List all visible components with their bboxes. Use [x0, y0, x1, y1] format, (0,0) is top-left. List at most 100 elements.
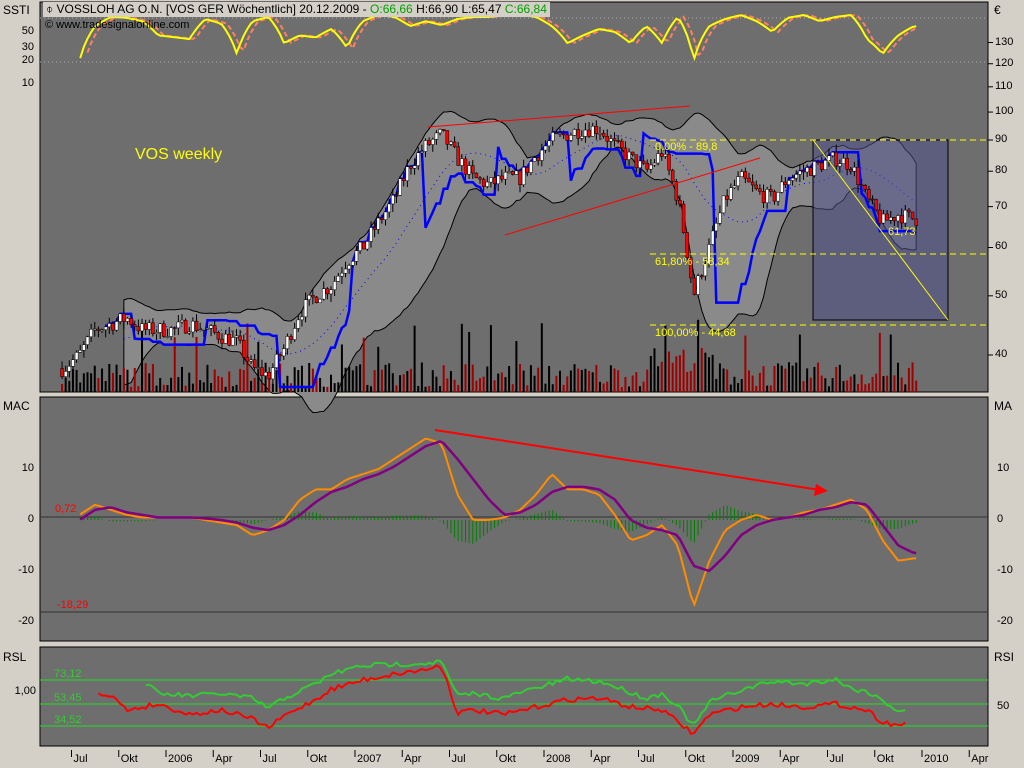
- volume-bar: [562, 384, 565, 392]
- volume-bar: [555, 375, 558, 392]
- volume-bar: [293, 367, 296, 392]
- volume-bar: [391, 373, 394, 392]
- candle-body: [445, 130, 450, 145]
- date-axis-tick: Jul: [829, 753, 844, 765]
- candle-body: [180, 319, 184, 323]
- volume-bar: [718, 363, 721, 392]
- volume-bar: [729, 384, 732, 392]
- candle-body: [587, 129, 591, 137]
- candle-body: [245, 357, 250, 362]
- volume-bar: [188, 372, 191, 392]
- date-axis-tick: 2007: [357, 753, 382, 765]
- volume-bar: [558, 370, 561, 392]
- volume-bar: [297, 370, 300, 392]
- volume-bar: [322, 386, 325, 392]
- candle-body: [325, 288, 330, 295]
- candle-body: [227, 333, 231, 346]
- candle-body: [158, 323, 162, 333]
- volume-bar: [846, 380, 849, 392]
- candle-body: [176, 321, 181, 329]
- volume-bar: [275, 370, 278, 392]
- candle-body: [401, 178, 406, 181]
- candle-body: [590, 125, 595, 137]
- volume-bar: [373, 370, 376, 392]
- candle-body: [391, 195, 395, 205]
- candle-body: [223, 333, 228, 344]
- macd-min-value: -18,29: [57, 599, 89, 611]
- date-axis-tick: Jul: [73, 753, 88, 765]
- volume-bar: [700, 348, 703, 392]
- volume-bar: [377, 346, 380, 392]
- volume-bar: [108, 363, 111, 392]
- volume-bar: [170, 377, 173, 392]
- volume-bar: [897, 362, 900, 392]
- volume-bar: [424, 386, 427, 392]
- candle-body: [321, 288, 326, 300]
- volume-bar: [871, 376, 874, 392]
- macd-axis-tick-left: 10: [21, 462, 34, 474]
- candle-body: [529, 161, 533, 173]
- candle-body: [103, 326, 108, 331]
- volume-bar: [122, 367, 125, 392]
- volume-bar: [268, 374, 271, 392]
- candle-body: [93, 328, 97, 331]
- volume-bar: [900, 377, 903, 392]
- volume-bar: [330, 374, 333, 392]
- candle-body: [267, 372, 271, 380]
- candle-body: [743, 171, 748, 179]
- volume-bar: [646, 369, 649, 392]
- candle-body: [122, 313, 126, 322]
- rsl-label: RSL: [3, 650, 27, 664]
- volume-bar: [726, 369, 729, 392]
- rsi-panel: [39, 646, 989, 747]
- open-value: O:66,66: [370, 2, 413, 16]
- volume-bar: [420, 362, 423, 392]
- volume-bar: [678, 355, 681, 392]
- macd-axis-tick-right: -10: [997, 564, 1013, 576]
- volume-bar: [271, 383, 274, 392]
- candle-body: [212, 325, 217, 333]
- volume-bar: [915, 380, 918, 392]
- volume-bar: [61, 384, 64, 392]
- rsi-upper-label: 73,12: [54, 668, 82, 680]
- volume-bar: [784, 368, 787, 392]
- candle-body: [561, 133, 566, 136]
- volume-bar: [853, 374, 856, 392]
- candle-body: [307, 294, 311, 300]
- volume-bar: [686, 371, 689, 392]
- date-axis-tick: Okt: [309, 753, 327, 765]
- candle-body: [725, 195, 729, 200]
- rsi-line: [145, 659, 906, 724]
- volume-bar: [631, 375, 634, 392]
- date-axis-tick: Jul: [451, 753, 466, 765]
- candle-body: [431, 139, 435, 145]
- volume-bar: [813, 366, 816, 392]
- volume-bar: [820, 375, 823, 392]
- candle-body: [754, 184, 759, 189]
- candle-body: [521, 166, 526, 186]
- volume-bar: [875, 373, 878, 392]
- candle-body: [787, 180, 791, 185]
- candle-body: [285, 336, 290, 349]
- price-axis-tick: 100: [995, 105, 1014, 118]
- candle-body: [892, 217, 897, 222]
- volume-bar: [435, 376, 438, 392]
- candle-body: [914, 218, 918, 226]
- volume-bar: [315, 376, 318, 392]
- candle-body: [96, 328, 101, 331]
- volume-bar: [580, 369, 583, 392]
- candle-body: [896, 215, 900, 222]
- candle-body: [238, 335, 242, 341]
- candle-body: [361, 241, 366, 250]
- volume-bar: [468, 331, 471, 392]
- candle-body: [354, 250, 359, 262]
- volume-bar: [101, 368, 104, 392]
- currency-label: €: [994, 3, 1001, 17]
- volume-bar: [566, 376, 569, 392]
- date-axis-tick: Apr: [782, 753, 800, 765]
- candle-body: [794, 174, 798, 179]
- volume-bar: [90, 373, 93, 392]
- volume-bar: [519, 364, 522, 392]
- candle-body: [74, 352, 79, 361]
- candle-body: [841, 158, 846, 164]
